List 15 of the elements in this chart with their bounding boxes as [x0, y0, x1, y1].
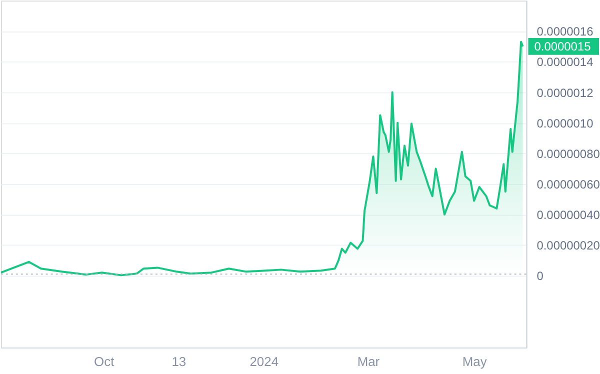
y-tick-label: 0.0000014: [536, 55, 594, 70]
x-tick-label: Mar: [357, 354, 380, 369]
x-tick-label: 13: [172, 354, 186, 369]
x-tick-label: May: [462, 354, 488, 369]
x-tick-label: 2024: [250, 354, 279, 369]
x-tick-label: Oct: [94, 354, 115, 369]
y-tick-label: 0.0000010: [536, 116, 594, 130]
y-tick-label: 0.0000016: [536, 24, 594, 39]
y-tick-label: 0.00000020: [536, 238, 600, 253]
y-tick-label: 0.00000060: [536, 177, 600, 192]
y-tick-label: 0.00000040: [536, 208, 600, 222]
y-tick-label: 0.0000012: [536, 86, 594, 100]
annotation: 0.0000015: [534, 39, 592, 54]
y-tick-label: 0: [536, 269, 544, 284]
y-tick-label: 0.00000080: [536, 146, 600, 161]
